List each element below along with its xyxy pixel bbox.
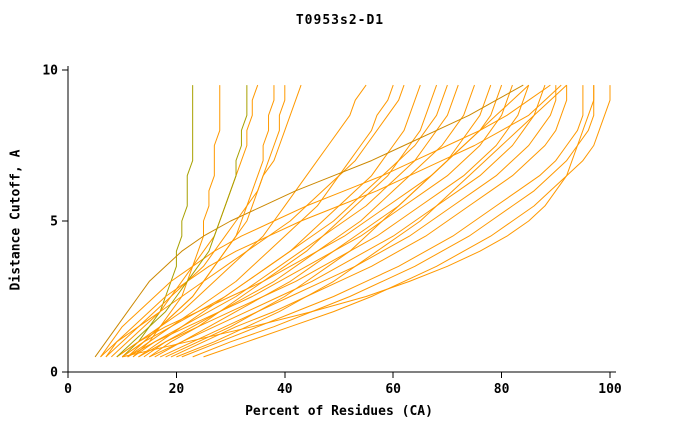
model-curve-model-31 [122, 85, 595, 358]
model-curve-model-20 [170, 85, 568, 358]
model-curve-model-13 [143, 84, 475, 358]
y-tick-label: 0 [50, 366, 58, 381]
model-curve-model-28 [176, 84, 567, 358]
model-curve-model-08 [100, 84, 405, 358]
y-tick-label: 10 [42, 64, 58, 79]
model-curve-model-26 [105, 84, 562, 358]
model-curve-model-27 [165, 84, 530, 358]
x-tick-label: 100 [598, 382, 622, 397]
model-curve-model-05 [105, 84, 302, 358]
chart-title: T0953s2-D1 [295, 13, 385, 28]
model-curve-model-14 [154, 84, 492, 358]
model-curve-model-09 [138, 84, 421, 358]
x-tick-label: 40 [277, 382, 293, 397]
model-curve-model-22 [192, 85, 595, 358]
model-curve-model-23 [203, 85, 611, 358]
model-curve-model-17 [138, 84, 530, 358]
model-curve-model-29 [116, 85, 248, 358]
y-tick-label: 5 [50, 215, 58, 230]
model-curve-model-02 [132, 85, 221, 358]
model-curve-model-21 [181, 85, 584, 358]
x-axis-label: Percent of Residues (CA) [245, 404, 433, 419]
model-curve-model-01 [121, 85, 194, 358]
x-tick-label: 20 [169, 382, 185, 397]
x-tick-label: 80 [494, 382, 510, 397]
x-tick-label: 0 [64, 382, 72, 397]
model-curve-model-18 [149, 84, 546, 358]
model-curve-model-30 [127, 85, 275, 358]
model-curve-model-24 [94, 84, 524, 358]
x-tick-label: 60 [385, 382, 401, 397]
